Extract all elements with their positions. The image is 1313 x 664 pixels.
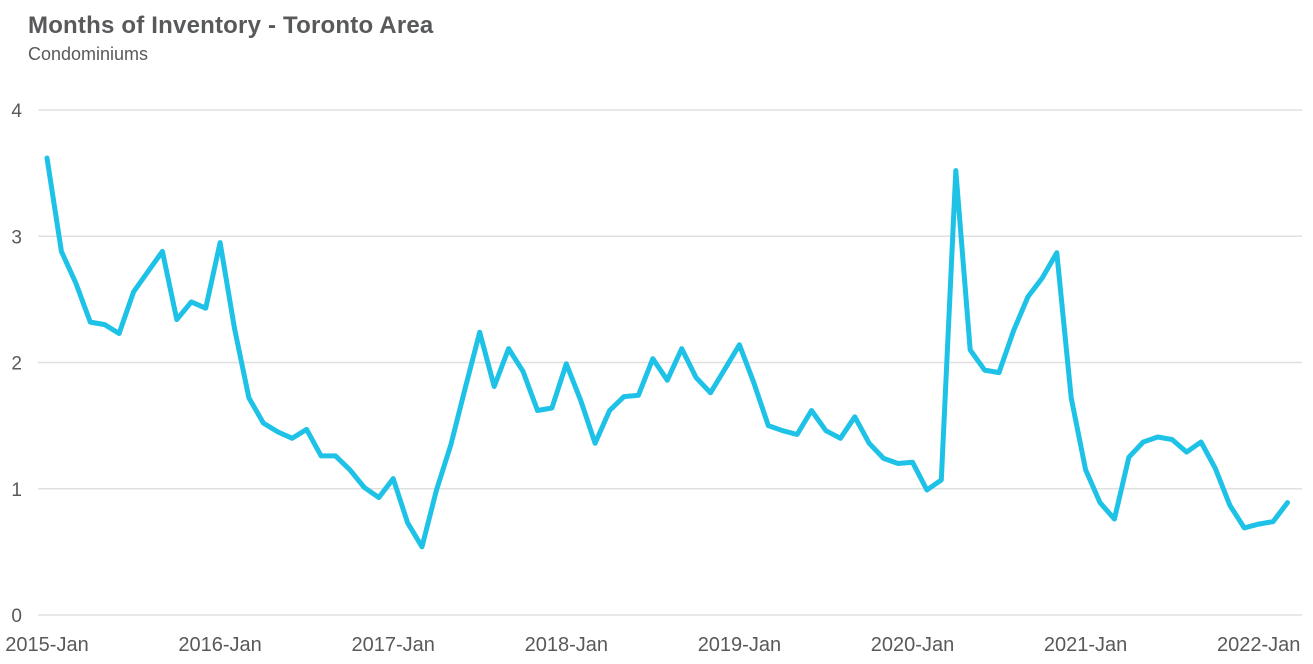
chart-header: Months of Inventory - Toronto Area Condo… [28,12,433,65]
y-axis-tick-label: 4 [11,101,22,122]
x-axis-tick-label: 2020-Jan [871,634,954,656]
x-axis-tick-label: 2016-Jan [178,634,261,656]
y-axis-tick-label: 0 [11,606,22,627]
x-axis-tick-label: 2019-Jan [698,634,781,656]
inventory-line-series [44,155,1290,550]
chart-subtitle: Condominiums [28,43,149,64]
x-axis-tick-label: 2015-Jan [5,634,88,656]
x-axis-tick-label: 2017-Jan [351,634,434,656]
chart-title: Months of Inventory - Toronto Area [28,12,434,39]
y-axis-tick-label: 2 [11,354,22,375]
x-axis-tick-label: 2018-Jan [525,634,608,656]
x-axis-tick-label: 2021-Jan [1044,634,1127,656]
y-axis-tick-label: 1 [11,480,22,501]
x-axis-tick-label: 2022-Jan [1217,634,1300,656]
y-axis-tick-label: 3 [11,227,22,248]
